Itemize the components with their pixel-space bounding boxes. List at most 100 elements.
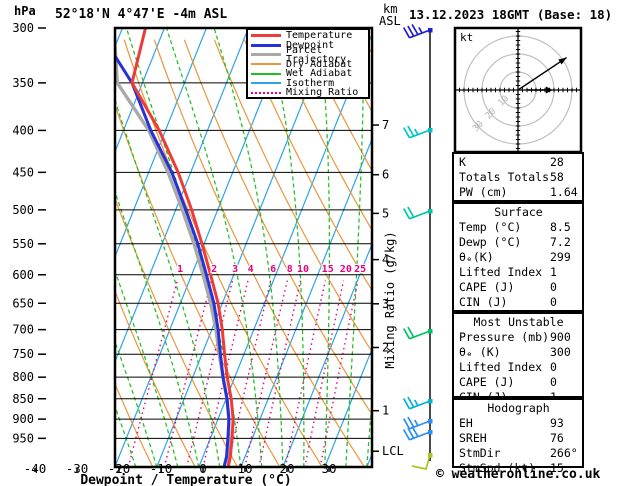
wind-barb-icon bbox=[402, 396, 433, 410]
panel-row-value: 93 bbox=[550, 416, 564, 430]
isotherm-line bbox=[116, 29, 207, 256]
dry-adiabat-line bbox=[116, 292, 196, 466]
panel-section-title: Most Unstable bbox=[473, 315, 564, 329]
mixing-ratio-line bbox=[244, 280, 288, 466]
isotherm-line bbox=[198, 34, 371, 466]
mixing-ratio-label: 15 bbox=[322, 264, 334, 275]
dry-adiabat-line bbox=[116, 384, 153, 466]
panel-row: CAPE (J) 0 bbox=[459, 280, 578, 295]
panel-row-label: θₑ(K) bbox=[459, 250, 494, 264]
panel-section-title: Hodograph bbox=[487, 401, 550, 415]
dewpoint-curve bbox=[116, 54, 231, 466]
mixing-ratio-label: 6 bbox=[270, 264, 276, 275]
legend: Temperature Dewpoint Parcel Trajectory Dry … bbox=[246, 28, 370, 99]
pressure-unit-label: hPa bbox=[14, 4, 36, 18]
pressure-tick-label: 850 bbox=[12, 392, 34, 406]
panel-row: CAPE (J) 0 bbox=[459, 375, 578, 390]
parcel-trajectory-curve bbox=[116, 32, 231, 466]
temp-axis-label: Dewpoint / Temperature (°C) bbox=[80, 473, 291, 486]
dry-adiabat-line bbox=[183, 39, 371, 415]
panel-row: Lifted Index 0 bbox=[459, 360, 578, 375]
legend-line-sample bbox=[251, 34, 281, 38]
plot-grid bbox=[116, 29, 371, 466]
legend-item-label: Temperature bbox=[286, 30, 353, 42]
dry-adiabat-line bbox=[243, 39, 371, 290]
panel-row-value: 0 bbox=[550, 295, 557, 309]
panel-section-surface: Surface Temp (°C) 8.5 Dewp (°C) 7.2 θₑ(K) 299 L… bbox=[452, 202, 584, 312]
legend-line-sample bbox=[251, 82, 281, 85]
panel-row: Dewp (°C) 7.2 bbox=[459, 235, 578, 250]
panel-row-value: 15 bbox=[550, 461, 564, 475]
km-tick-label: 2 bbox=[382, 340, 389, 354]
panel-row-label: θₑ (K) bbox=[459, 345, 501, 359]
panel-row-label: Dewp (°C) bbox=[459, 235, 522, 249]
wet-adiabat-line bbox=[345, 29, 365, 466]
wind-barb-icon bbox=[402, 23, 433, 39]
mixing-ratio-label: 4 bbox=[248, 264, 254, 275]
panel-row-label: CAPE (J) bbox=[459, 280, 515, 294]
panel-row: StmSpd (kt) 15 bbox=[459, 461, 578, 476]
legend-item: Parcel Trajectory bbox=[251, 45, 368, 64]
panel-row: PW (cm) 1.64 bbox=[459, 185, 578, 200]
temp-tick-label: 0 bbox=[199, 461, 207, 476]
legend-item-label: Dry Adiabat bbox=[286, 58, 353, 70]
dry-adiabat-line bbox=[116, 106, 280, 466]
wet-adiabat-line bbox=[213, 29, 284, 466]
mixing-ratio-label: 10 bbox=[297, 264, 309, 275]
panel-row-label: StmDir bbox=[459, 446, 501, 460]
panel-row: Totals Totals 58 bbox=[459, 170, 578, 185]
mixing-ratio-label: 20 bbox=[340, 264, 352, 275]
dry-adiabat-line bbox=[304, 39, 371, 170]
mixing-ratio-line bbox=[202, 280, 249, 466]
panel-row-value: 1 bbox=[550, 390, 557, 404]
legend-item: Wet Adiabat bbox=[251, 69, 368, 79]
dry-adiabat-line bbox=[153, 39, 365, 466]
wind-barb-column bbox=[402, 23, 433, 470]
mixing-ratio-line bbox=[186, 280, 234, 466]
km-tick-label: 5 bbox=[382, 206, 389, 220]
mixing-ratio-label: 1 bbox=[177, 264, 183, 275]
legend-item: Dewpoint bbox=[251, 40, 368, 50]
temp-tick-label: 10 bbox=[237, 461, 252, 476]
isotherm-line bbox=[240, 139, 371, 466]
copyright: © weatheronline.co.uk bbox=[436, 467, 601, 482]
panel-section: K 28 Totals Totals 58 PW (cm) 1.64 bbox=[452, 152, 584, 202]
panel-row-label: K bbox=[459, 155, 466, 169]
panel-row-value: 1.64 bbox=[550, 185, 578, 199]
pressure-tick-label: 800 bbox=[12, 370, 34, 384]
panel-row-value: 300 bbox=[550, 345, 571, 359]
mixing-ratio-label: 3 bbox=[232, 264, 238, 275]
pressure-tick-label: 300 bbox=[12, 21, 34, 35]
panel-row: θₑ(K) 299 bbox=[459, 250, 578, 265]
isotherm-line bbox=[116, 29, 249, 361]
legend-item-label: Mixing Ratio bbox=[286, 87, 359, 99]
pressure-tick-label: 450 bbox=[12, 165, 34, 179]
pressure-tick-label: 550 bbox=[12, 237, 34, 251]
panel-row-value: 0 bbox=[550, 280, 557, 294]
pressure-tick-label: 700 bbox=[12, 323, 34, 337]
panel-row-value: 900 bbox=[550, 330, 571, 344]
dry-adiabat-line bbox=[273, 39, 371, 230]
temp-tick-label: -30 bbox=[66, 461, 89, 476]
alt-axis-unit-asl: ASL bbox=[379, 14, 401, 28]
panel-row: Lifted Index 1 bbox=[459, 265, 578, 280]
mixing-ratio-axis-label: Mixing Ratio (g/kg) bbox=[383, 231, 397, 368]
pressure-tick-label: 500 bbox=[12, 203, 34, 217]
panel-row: K 28 bbox=[459, 155, 578, 170]
mixing-ratio-label: 25 bbox=[354, 264, 366, 275]
legend-item-label: Parcel Trajectory bbox=[286, 44, 347, 65]
panel-section-title: Surface bbox=[494, 205, 543, 219]
panel-row-label: Pressure (mb) bbox=[459, 330, 550, 344]
mixing-ratio-line bbox=[127, 280, 178, 466]
panel-section-most-unstable: Most Unstable Pressure (mb) 900 θₑ (K) 300 Li… bbox=[452, 312, 584, 404]
panel-row-value: 7.2 bbox=[550, 235, 571, 249]
panel-row: StmDir 266° bbox=[459, 446, 578, 461]
hodograph-ring-label: 10 bbox=[496, 94, 511, 109]
legend-line-sample bbox=[251, 91, 281, 94]
mixing-ratio-line bbox=[163, 280, 213, 466]
wet-adiabat-line bbox=[366, 405, 371, 466]
legend-line-sample bbox=[251, 72, 281, 75]
wind-barb-icon bbox=[402, 206, 433, 220]
km-tick-label: 6 bbox=[382, 168, 389, 182]
